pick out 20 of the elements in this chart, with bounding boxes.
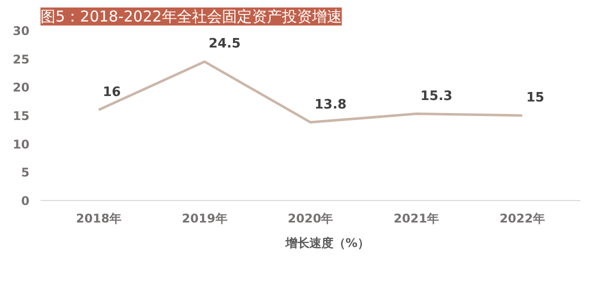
chart-title: 图5：2018-2022年全社会固定资产投资增速 bbox=[40, 8, 342, 26]
data-label: 13.8 bbox=[314, 97, 347, 112]
text: 增长速度（%） bbox=[285, 234, 370, 252]
data-label: 15 bbox=[526, 90, 544, 106]
x-tick-label: 2022年 bbox=[500, 212, 545, 226]
y-tick-label: 30 bbox=[12, 24, 30, 38]
y-tick-label: 25 bbox=[12, 52, 30, 66]
line-series bbox=[97, 60, 524, 124]
x-tick-label: 2020年 bbox=[288, 212, 334, 226]
y-tick-label: 5 bbox=[21, 166, 30, 180]
y-tick-label: 15 bbox=[12, 109, 30, 123]
y-tick-label: 10 bbox=[12, 137, 30, 152]
data-label: 16 bbox=[102, 84, 121, 100]
x-tick-label: 2021年 bbox=[394, 212, 440, 226]
data-label: 15.3 bbox=[420, 88, 452, 104]
y-tick-label: 0 bbox=[21, 194, 30, 208]
y-tick-label: 20 bbox=[12, 80, 30, 95]
data-label: 24.5 bbox=[208, 36, 241, 52]
x-tick-label: 2019年 bbox=[182, 212, 228, 226]
x-tick-label: 2018年 bbox=[76, 212, 122, 226]
